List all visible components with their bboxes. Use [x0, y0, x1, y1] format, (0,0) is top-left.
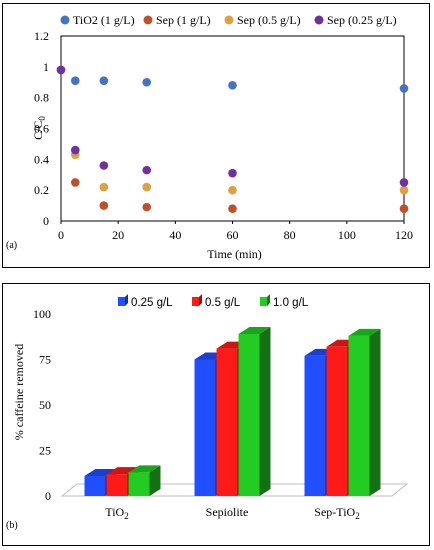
legend-label: TiO2 (1 g/L) — [73, 13, 135, 27]
data-point — [228, 185, 237, 195]
bar-top — [238, 327, 271, 335]
y-tick-label: 0 — [45, 489, 51, 503]
data-point — [399, 185, 409, 195]
legend-swatch-side — [125, 294, 128, 306]
panel-label-a: (a) — [6, 240, 17, 251]
x-tick-label: 0 — [58, 228, 64, 242]
y-tick-label: 50 — [39, 398, 51, 412]
y-tick-label: 25 — [39, 444, 51, 458]
bar — [304, 355, 326, 496]
y-tick-label: 0.2 — [34, 183, 49, 197]
bar — [106, 474, 128, 496]
panel-b-bar-chart: 0 25 50 75 100 % caffeine removed 0.25 g/L 0.5 … — [6, 294, 409, 531]
x-tick-label: 20 — [112, 228, 124, 242]
legend-swatch — [260, 297, 267, 306]
bar — [326, 346, 348, 496]
bar — [348, 335, 370, 496]
y-tick-label: 0.4 — [34, 152, 49, 166]
legend-marker — [314, 15, 324, 25]
y-tick-label: 75 — [39, 353, 51, 367]
chart-floor — [60, 483, 409, 497]
y-axis-label: % caffeine removed — [12, 344, 26, 440]
x-tick-label: 80 — [284, 228, 296, 242]
data-point — [99, 201, 109, 210]
bar-top — [348, 328, 381, 336]
bar-side — [259, 327, 271, 496]
panel-a-scatter-chart: 0 0.2 0.4 0.6 0.8 1 1.2 0 20 40 60 80 100 120 Time (mi… — [6, 13, 413, 261]
data-point — [228, 204, 237, 213]
legend-label: Sep (1 g/L) — [156, 13, 211, 27]
x-tick-label: 120 — [395, 228, 413, 242]
data-point — [142, 202, 152, 212]
data-point — [228, 168, 237, 178]
data-point — [56, 65, 66, 75]
bar — [238, 334, 260, 496]
panel-label-b: (b) — [6, 520, 18, 531]
data-point — [70, 76, 80, 86]
legend-swatch — [118, 297, 125, 306]
bar — [194, 359, 216, 496]
bar-side — [149, 465, 161, 496]
x-axis-label: Time (min) — [207, 247, 262, 261]
data-point — [142, 182, 152, 192]
legend-swatch — [192, 297, 199, 306]
legend-label: 0.5 g/L — [205, 297, 241, 309]
y-tick-label: 0.8 — [34, 91, 49, 105]
legend-label: 0.25 g/L — [131, 297, 173, 309]
legend-label: Sep (0.25 g/L) — [327, 13, 397, 27]
y-tick-label: 0.6 — [34, 122, 49, 136]
legend-swatch-side — [267, 294, 270, 306]
data-point — [399, 204, 409, 213]
data-point — [142, 77, 152, 87]
category-label: Sep-TiO2 — [314, 505, 359, 521]
bar — [216, 348, 238, 496]
bar-top — [106, 467, 139, 475]
data-point — [70, 145, 80, 155]
legend-marker — [224, 15, 234, 25]
data-point — [399, 84, 409, 93]
data-point — [99, 161, 109, 170]
y-tick-label: 1 — [43, 60, 49, 74]
bar-top — [128, 465, 161, 473]
x-tick-label: 60 — [227, 228, 239, 242]
data-point — [99, 182, 109, 192]
bar — [128, 472, 150, 496]
y-tick-label: 1.2 — [34, 29, 49, 43]
data-point — [70, 178, 80, 187]
x-tick-label: 100 — [338, 228, 356, 242]
y-tick-label: 100 — [33, 307, 51, 321]
data-point — [228, 81, 237, 90]
x-tick-label: 40 — [169, 228, 181, 242]
legend-label: 1.0 g/L — [273, 297, 309, 309]
legend-marker — [60, 15, 70, 25]
data-point — [99, 76, 109, 86]
legend-marker — [143, 15, 153, 25]
data-point — [142, 165, 152, 175]
legend-swatch-side — [199, 294, 202, 306]
data-point — [399, 178, 409, 187]
bar — [84, 475, 106, 496]
category-label: TiO2 — [105, 505, 128, 521]
bar-side — [369, 328, 381, 496]
legend-label: Sep (0.5 g/L) — [237, 13, 301, 27]
y-axis-label: C/C0 — [31, 116, 47, 140]
category-label: Sepiolite — [206, 505, 249, 519]
panel-a-frame — [2, 3, 430, 268]
bar-top — [84, 468, 117, 476]
y-tick-label: 0 — [43, 214, 49, 228]
